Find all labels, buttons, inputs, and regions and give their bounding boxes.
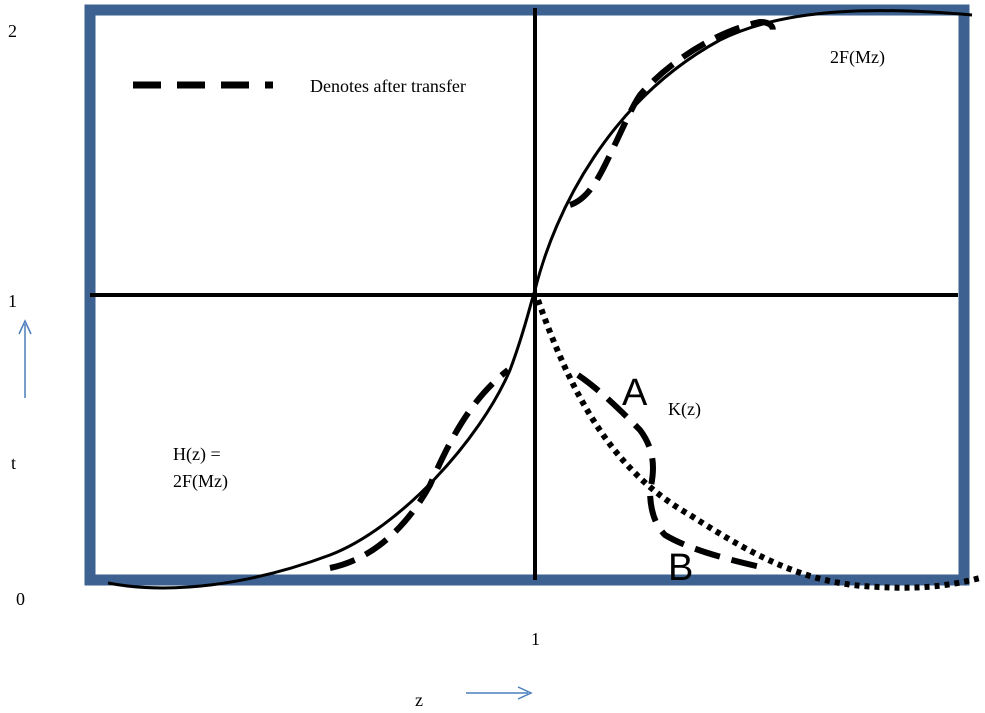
transfer-curve-upper bbox=[568, 18, 776, 208]
x-direction-arrow-icon bbox=[517, 686, 533, 700]
x-tick-center: 1 bbox=[531, 629, 540, 649]
s-curve bbox=[107, 9, 973, 590]
transfer-path-ab bbox=[576, 372, 766, 571]
point-b-label: B bbox=[668, 547, 693, 589]
y-direction-arrow-icon bbox=[18, 319, 32, 335]
transfer-curve-lower bbox=[329, 367, 510, 571]
x-axis-label: z bbox=[415, 690, 423, 710]
k-curve bbox=[535, 298, 981, 591]
lower-curve-label-line1: H(z) = bbox=[173, 444, 221, 465]
y-axis-label: t bbox=[11, 453, 16, 473]
y-tick-top: 2 bbox=[8, 21, 17, 41]
y-tick-bottom: 0 bbox=[16, 589, 25, 609]
y-tick-mid: 1 bbox=[8, 291, 17, 311]
legend-text: Denotes after transfer bbox=[310, 76, 466, 96]
k-curve-label: K(z) bbox=[668, 399, 701, 420]
upper-curve-label: 2F(Mz) bbox=[830, 47, 885, 68]
point-a-label: A bbox=[622, 372, 648, 414]
lower-curve-label-line2: 2F(Mz) bbox=[173, 471, 228, 492]
